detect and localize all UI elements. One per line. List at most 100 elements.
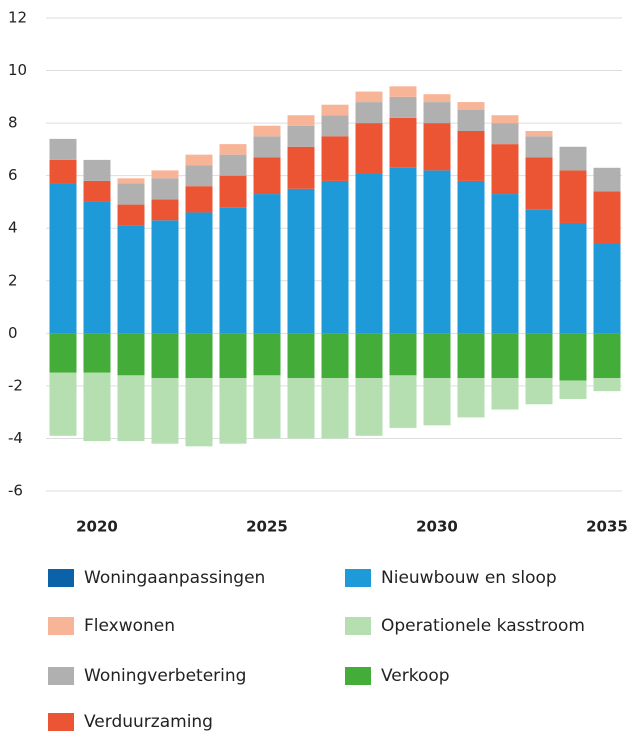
bar — [49, 372, 77, 436]
bar — [457, 102, 485, 110]
bar — [389, 117, 417, 168]
bar — [593, 378, 621, 392]
bar — [185, 186, 213, 213]
bar — [525, 130, 553, 137]
bar — [491, 378, 519, 410]
bar — [151, 333, 179, 379]
bar — [151, 170, 179, 179]
y-tick-label: 12 — [8, 9, 27, 27]
bar — [355, 333, 383, 379]
bar — [593, 191, 621, 244]
y-tick-label: 2 — [8, 271, 18, 289]
bar — [457, 109, 485, 131]
bar — [49, 159, 77, 184]
bar — [287, 146, 315, 189]
bar — [457, 180, 485, 334]
bar — [151, 378, 179, 444]
bar — [491, 333, 519, 379]
bar — [321, 115, 349, 137]
legend-label: Flexwonen — [84, 616, 175, 636]
bar — [355, 378, 383, 436]
legend-label: Verduurzaming — [84, 712, 213, 732]
bar — [423, 378, 451, 426]
y-tick-label: -6 — [8, 482, 23, 500]
legend-label: Woningverbetering — [84, 666, 246, 686]
bar — [389, 86, 417, 97]
bar — [457, 378, 485, 418]
bar — [457, 130, 485, 181]
bar — [559, 380, 587, 400]
bar — [185, 154, 213, 166]
bar — [49, 138, 77, 160]
legend-swatch — [48, 667, 74, 685]
bar — [117, 178, 145, 184]
bar — [117, 333, 145, 376]
bar — [185, 378, 213, 447]
bar — [321, 333, 349, 379]
x-tick-label: 2035 — [586, 518, 628, 536]
legend-swatch — [345, 667, 371, 685]
bar — [355, 173, 383, 334]
bar — [117, 375, 145, 442]
bar — [253, 125, 281, 137]
bar — [287, 125, 315, 147]
legend-label: Woningaanpassingen — [84, 568, 265, 588]
bar — [593, 243, 621, 334]
y-tick-label: -4 — [8, 429, 23, 447]
bar — [321, 180, 349, 334]
bar — [185, 165, 213, 187]
bar — [525, 333, 553, 379]
bar — [287, 333, 315, 379]
bar — [491, 123, 519, 145]
legend-swatch — [48, 713, 74, 731]
bar — [559, 222, 587, 334]
bar — [321, 378, 349, 439]
bar — [253, 136, 281, 158]
bar — [423, 94, 451, 103]
bar — [593, 333, 621, 379]
bar — [491, 144, 519, 195]
x-tick-label: 2030 — [416, 518, 458, 536]
bar — [389, 96, 417, 118]
bar — [321, 104, 349, 116]
bar — [185, 333, 213, 379]
bar — [219, 207, 247, 334]
bar — [117, 204, 145, 226]
bar — [185, 212, 213, 334]
bar — [253, 333, 281, 376]
bar — [423, 102, 451, 124]
bar — [559, 146, 587, 171]
bar — [525, 378, 553, 405]
bar — [219, 378, 247, 444]
legend-swatch — [48, 569, 74, 587]
legend-swatch — [48, 617, 74, 635]
bar — [525, 136, 553, 158]
bar — [457, 333, 485, 379]
bar — [49, 333, 77, 373]
bar — [423, 333, 451, 379]
bar — [219, 144, 247, 155]
bar — [49, 183, 77, 334]
bar — [355, 102, 383, 124]
legend-label: Operationele kasstroom — [381, 616, 585, 636]
bar — [83, 201, 111, 334]
bar — [83, 159, 111, 181]
bar — [559, 333, 587, 381]
bar — [117, 183, 145, 205]
bar — [389, 167, 417, 334]
bar — [117, 225, 145, 334]
bar — [287, 188, 315, 334]
bar — [151, 178, 179, 200]
bar — [151, 220, 179, 334]
bar — [559, 170, 587, 223]
bar — [287, 378, 315, 439]
x-tick-label: 2020 — [76, 518, 118, 536]
bar — [83, 180, 111, 202]
bar — [423, 123, 451, 171]
bar — [287, 115, 315, 126]
x-tick-label: 2025 — [246, 518, 288, 536]
legend-swatch — [345, 617, 371, 635]
bar — [389, 333, 417, 376]
y-tick-label: 8 — [8, 114, 18, 132]
